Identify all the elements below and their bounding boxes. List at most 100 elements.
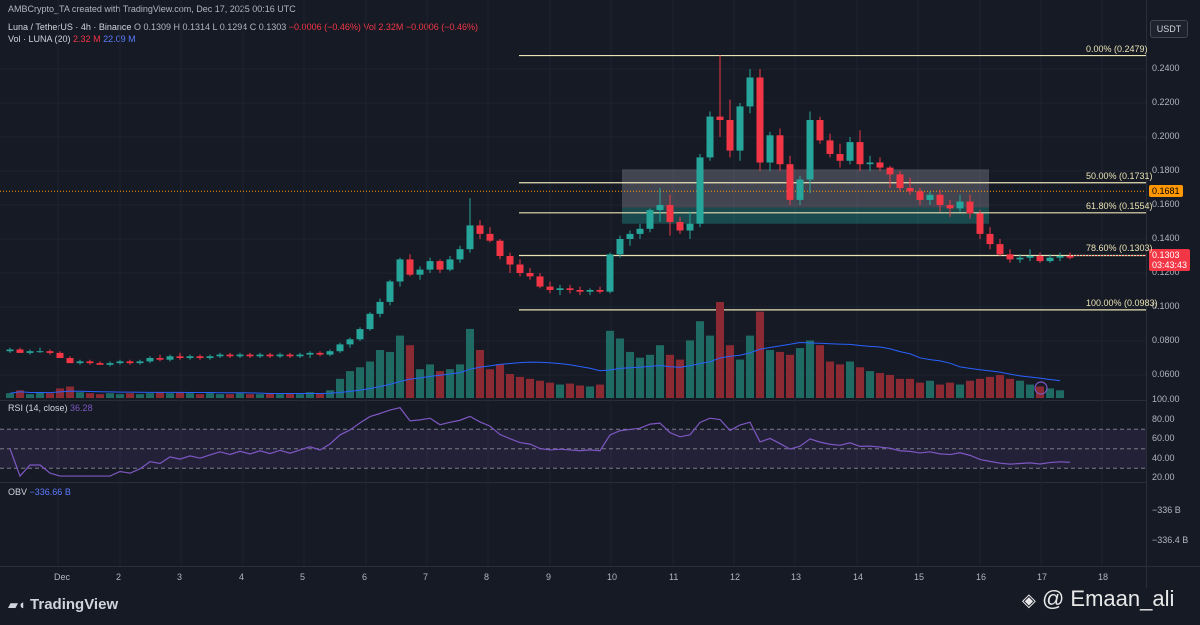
volume-bar (876, 373, 884, 398)
volume-bar (296, 394, 304, 398)
candle-body (206, 356, 214, 358)
volume-bar (126, 393, 134, 398)
rsi-line (9, 407, 1071, 478)
price-scale-label: 0.1600 (1152, 199, 1180, 209)
volume-bar (326, 390, 334, 398)
candle-body (316, 352, 324, 355)
time-axis-label: 16 (976, 572, 987, 582)
candle-body (346, 339, 354, 345)
candle-body (436, 261, 444, 270)
volume-bar (136, 394, 144, 398)
volume-bar (746, 335, 754, 398)
ohlc-high: H 0.1314 (173, 22, 211, 32)
volume-label[interactable]: Vol · LUNA (20) (8, 34, 71, 44)
price-scale-label: 0.2200 (1152, 97, 1180, 107)
candle-body (1026, 256, 1034, 258)
pane-divider-rsi-obv[interactable] (0, 482, 1146, 483)
volume-bar (816, 345, 824, 398)
candle-body (216, 354, 224, 357)
volume-bar (776, 351, 784, 398)
volume-bar (196, 394, 204, 398)
volume-bar (976, 378, 984, 398)
volume-bar (906, 378, 914, 398)
candle-body (326, 351, 334, 355)
candle-body (726, 120, 734, 151)
time-axis-label: 15 (914, 572, 925, 582)
price-scale-label: 0.0600 (1152, 369, 1180, 379)
candle-body (76, 361, 84, 364)
candle-body (846, 142, 854, 161)
chart-canvas[interactable] (0, 0, 1146, 588)
time-axis-label: 2 (116, 572, 122, 582)
rsi-label[interactable]: RSI (14, close) (8, 403, 68, 413)
price-scale-label: 0.1400 (1152, 233, 1180, 243)
candle-body (426, 261, 434, 270)
candle-body (106, 363, 114, 365)
candle-body (126, 361, 134, 364)
binance-diamond-icon: ◈ (1022, 590, 1036, 610)
candle-body (716, 116, 724, 120)
price-scale-label: 0.0800 (1152, 335, 1180, 345)
volume-bar (886, 374, 894, 398)
volume-bar (416, 369, 424, 398)
currency-button[interactable]: USDT (1150, 20, 1188, 38)
volume-bar (286, 393, 294, 398)
time-axis-label: 13 (791, 572, 802, 582)
time-axis-label: 4 (239, 572, 245, 582)
volume-bar (956, 384, 964, 398)
volume-bar (96, 394, 104, 398)
candle-body (146, 358, 154, 362)
volume-bar (1036, 386, 1044, 398)
candle-body (256, 354, 264, 357)
time-axis-label: 7 (423, 572, 429, 582)
volume-bar (576, 385, 584, 398)
candle-body (806, 120, 814, 180)
candle-body (296, 354, 304, 357)
candle-body (476, 225, 484, 234)
volume-ma-line (9, 341, 1061, 395)
candle-body (906, 188, 914, 192)
tradingview-logo[interactable]: ▰◖ TradingView (8, 596, 118, 613)
volume-bar (6, 393, 14, 398)
candle-body (16, 349, 24, 353)
time-axis-line (0, 566, 1200, 567)
tradingview-logo-text: TradingView (30, 596, 119, 613)
time-axis-label: 8 (484, 572, 490, 582)
candle-body (6, 349, 14, 352)
time-axis-label: 6 (362, 572, 368, 582)
fib-level-label: 78.60% (0.1303) (1086, 243, 1153, 254)
candle-body (526, 273, 534, 277)
volume-bar (546, 382, 554, 398)
volume-bar (386, 351, 394, 398)
candle-body (856, 142, 864, 165)
pane-divider-volume-rsi[interactable] (0, 400, 1146, 401)
candle-body (956, 201, 964, 209)
volume-bar (346, 371, 354, 398)
lightning-icon[interactable] (1034, 381, 1048, 395)
volume-bar (686, 340, 694, 398)
volume-bar (396, 335, 404, 398)
vol-inline: Vol 2.32M (363, 22, 404, 32)
fib-level-label: 0.00% (0.2479) (1086, 43, 1148, 54)
symbol-label[interactable]: Luna / TetherUS · 4h · Binance (8, 22, 132, 32)
candle-body (66, 358, 74, 364)
candle-body (1056, 256, 1064, 258)
volume-bar (666, 354, 674, 398)
volume-bar (946, 382, 954, 398)
volume-bar (336, 378, 344, 398)
ohlc-close: C 0.1303 (249, 22, 287, 32)
volume-bar (696, 321, 704, 398)
volume-bar (996, 374, 1004, 398)
volume-value: 2.32 M (73, 34, 101, 44)
volume-bar (156, 392, 164, 398)
obv-label[interactable]: OBV (8, 487, 28, 497)
candle-body (466, 225, 474, 250)
volume-bar (1046, 388, 1054, 398)
candle-body (706, 116, 714, 158)
obv-scale-lower: −336.4 B (1152, 535, 1189, 545)
volume-bar (646, 354, 654, 398)
volume-bar (786, 354, 794, 398)
rsi-scale-label: 100.00 (1152, 394, 1180, 404)
volume-bar (1016, 380, 1024, 398)
volume-bar (676, 359, 684, 398)
